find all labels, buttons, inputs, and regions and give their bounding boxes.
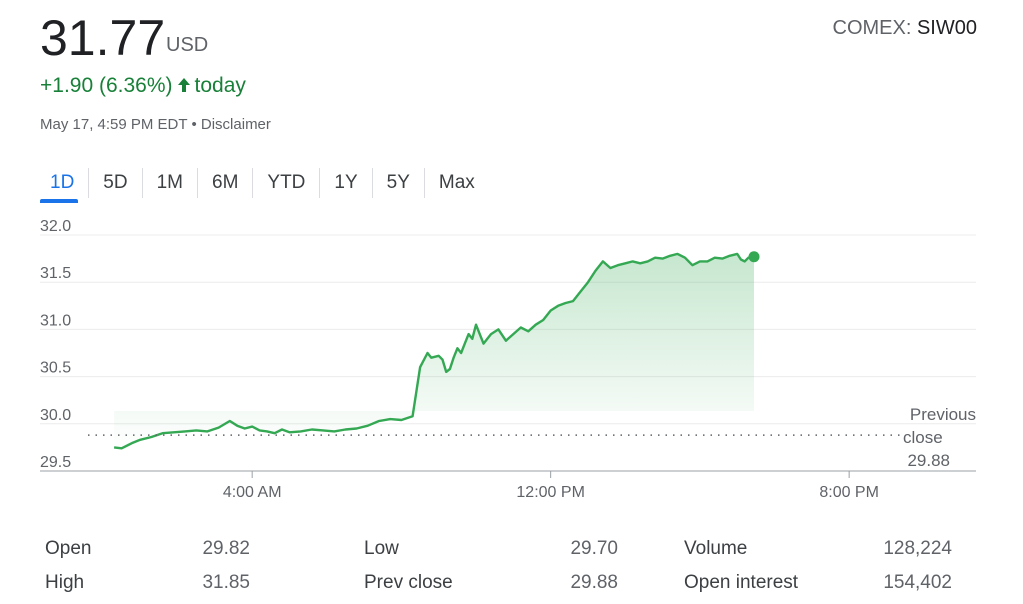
stat-value-high: 31.85 [202,572,250,593]
price-area-fill [114,253,755,449]
stat-value-open-interest: 154,402 [883,572,952,593]
disclaimer-link[interactable]: Disclaimer [200,116,271,133]
stat-value-volume: 128,224 [883,538,952,559]
current-price: 31.77 [40,10,166,66]
tab-5y[interactable]: 5Y [373,168,425,198]
stat-label-prev-close: Prev close [364,572,453,593]
stat-label-low: Low [364,538,399,559]
exchange-prefix: COMEX: [832,17,917,39]
y-tick-label: 31.0 [40,312,71,329]
currency-label: USD [166,34,209,56]
stat-value-prev-close: 29.88 [570,572,618,593]
tab-5d[interactable]: 5D [89,168,143,198]
tab-1m[interactable]: 1M [143,168,198,198]
change-value: +1.90 (6.36%) [40,74,173,97]
stat-label-open-interest: Open interest [684,572,799,593]
previous-close-label: Previous [910,405,976,424]
tab-1y[interactable]: 1Y [320,168,373,198]
y-tick-label: 30.5 [40,360,71,377]
range-tabs: 1D 5D 1M 6M YTD 1Y 5Y Max [40,168,489,203]
stat-label-high: High [45,572,85,593]
previous-close-value: 29.88 [907,451,950,470]
tab-max[interactable]: Max [438,172,475,193]
tab-6m[interactable]: 6M [198,168,254,198]
stat-value-low: 29.70 [570,538,618,559]
previous-close-label-line2: close [903,428,943,447]
tab-1d[interactable]: 1D [40,168,90,203]
y-tick-label: 30.0 [40,407,71,424]
ticker-symbol: SIW00 [916,17,977,39]
stat-value-open: 29.82 [202,538,250,559]
y-tick-label: 31.5 [40,265,71,282]
change-period: today [194,74,246,97]
last-price-dot[interactable] [748,251,760,263]
y-tick-label: 29.5 [40,454,71,471]
stat-label-open: Open [45,538,92,559]
separator: • [187,116,201,133]
timestamp: May 17, 4:59 PM EDT [40,116,188,133]
x-tick-label: 4:00 AM [223,484,282,501]
arrow-up-icon [177,78,190,92]
exchange-symbol: COMEX: SIW00 [833,17,977,40]
x-tick-label: 12:00 PM [516,484,584,501]
x-tick-label: 8:00 PM [819,484,879,501]
timestamp-line: May 17, 4:59 PM EDT • Disclaimer [40,116,271,133]
stat-label-volume: Volume [684,538,748,559]
y-tick-label: 32.0 [40,220,71,235]
price-line [113,252,755,450]
price-chart[interactable]: 32.0 31.5 31.0 30.5 30.0 29.5 4:00 AM 12:00 PM… [0,220,1023,520]
price-change: +1.90 (6.36%) today [40,74,246,98]
tab-ytd[interactable]: YTD [253,168,321,198]
